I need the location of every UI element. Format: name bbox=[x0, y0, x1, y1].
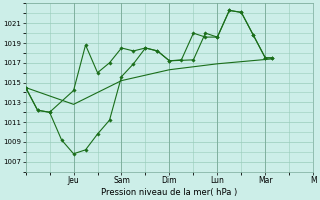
X-axis label: Pression niveau de la mer( hPa ): Pression niveau de la mer( hPa ) bbox=[101, 188, 237, 197]
